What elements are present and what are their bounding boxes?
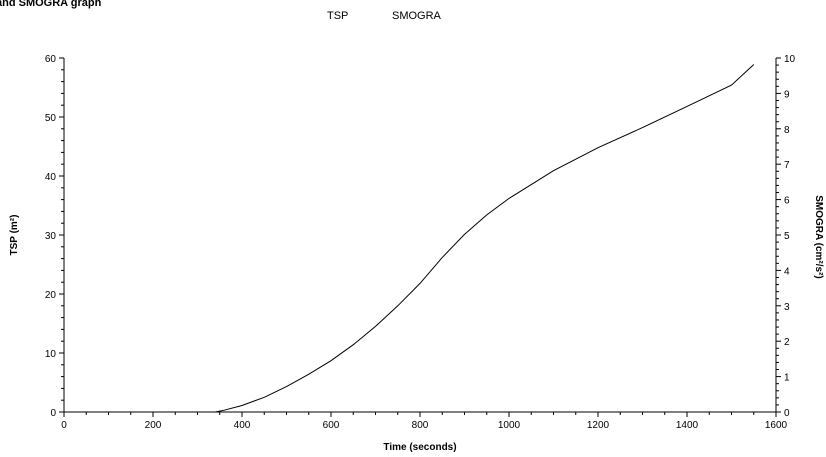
- y-right-tick-label: 8: [784, 125, 790, 136]
- y-right-tick-label: 0: [784, 408, 790, 419]
- x-tick-label: 1400: [676, 420, 699, 431]
- y-left-tick-label: 50: [45, 113, 57, 124]
- x-tick-label: 0: [61, 420, 67, 431]
- x-tick-label: 200: [145, 420, 162, 431]
- legend-item-smogra: SMOGRA: [392, 10, 441, 22]
- ticks: 0 200 400 600 800 1000 1200 1400 160001020304050…: [45, 54, 796, 431]
- x-tick-label: 1600: [765, 420, 788, 431]
- y-right-tick-label: 7: [784, 160, 790, 171]
- x-tick-label: 1200: [587, 420, 610, 431]
- axes: [63, 58, 777, 413]
- series-group: [64, 64, 755, 413]
- y-left-tick-label: 60: [45, 54, 57, 65]
- y-right-tick-label: 2: [784, 337, 790, 348]
- y-right-tick-label: 3: [784, 302, 790, 313]
- y-left-tick-label: 10: [45, 349, 57, 360]
- y-left-tick-label: 0: [50, 408, 56, 419]
- x-tick-label: 800: [412, 420, 429, 431]
- y-right-tick-label: 5: [784, 231, 790, 242]
- legend-item-tsp: TSP: [327, 10, 349, 22]
- chart-title: and SMOGRA graph: [0, 0, 102, 9]
- x-tick-label: 400: [234, 420, 251, 431]
- y-right-tick-label: 4: [784, 266, 790, 277]
- x-tick-label: 1000: [498, 420, 521, 431]
- y-right-tick-label: 9: [784, 89, 790, 100]
- y-axis-left-label: TSP (m²): [9, 215, 20, 256]
- y-right-tick-label: 6: [784, 196, 790, 207]
- y-axis-right-label: SMOGRA (cm²/s²): [813, 195, 824, 279]
- y-left-tick-label: 20: [45, 290, 57, 301]
- x-axis-label: Time (seconds): [383, 442, 456, 453]
- y-right-tick-label: 1: [784, 373, 790, 384]
- y-left-tick-label: 40: [45, 172, 57, 183]
- y-left-tick-label: 30: [45, 231, 57, 242]
- y-right-tick-label: 10: [784, 54, 796, 65]
- series-line-tsp: [64, 64, 755, 413]
- x-tick-label: 600: [323, 420, 340, 431]
